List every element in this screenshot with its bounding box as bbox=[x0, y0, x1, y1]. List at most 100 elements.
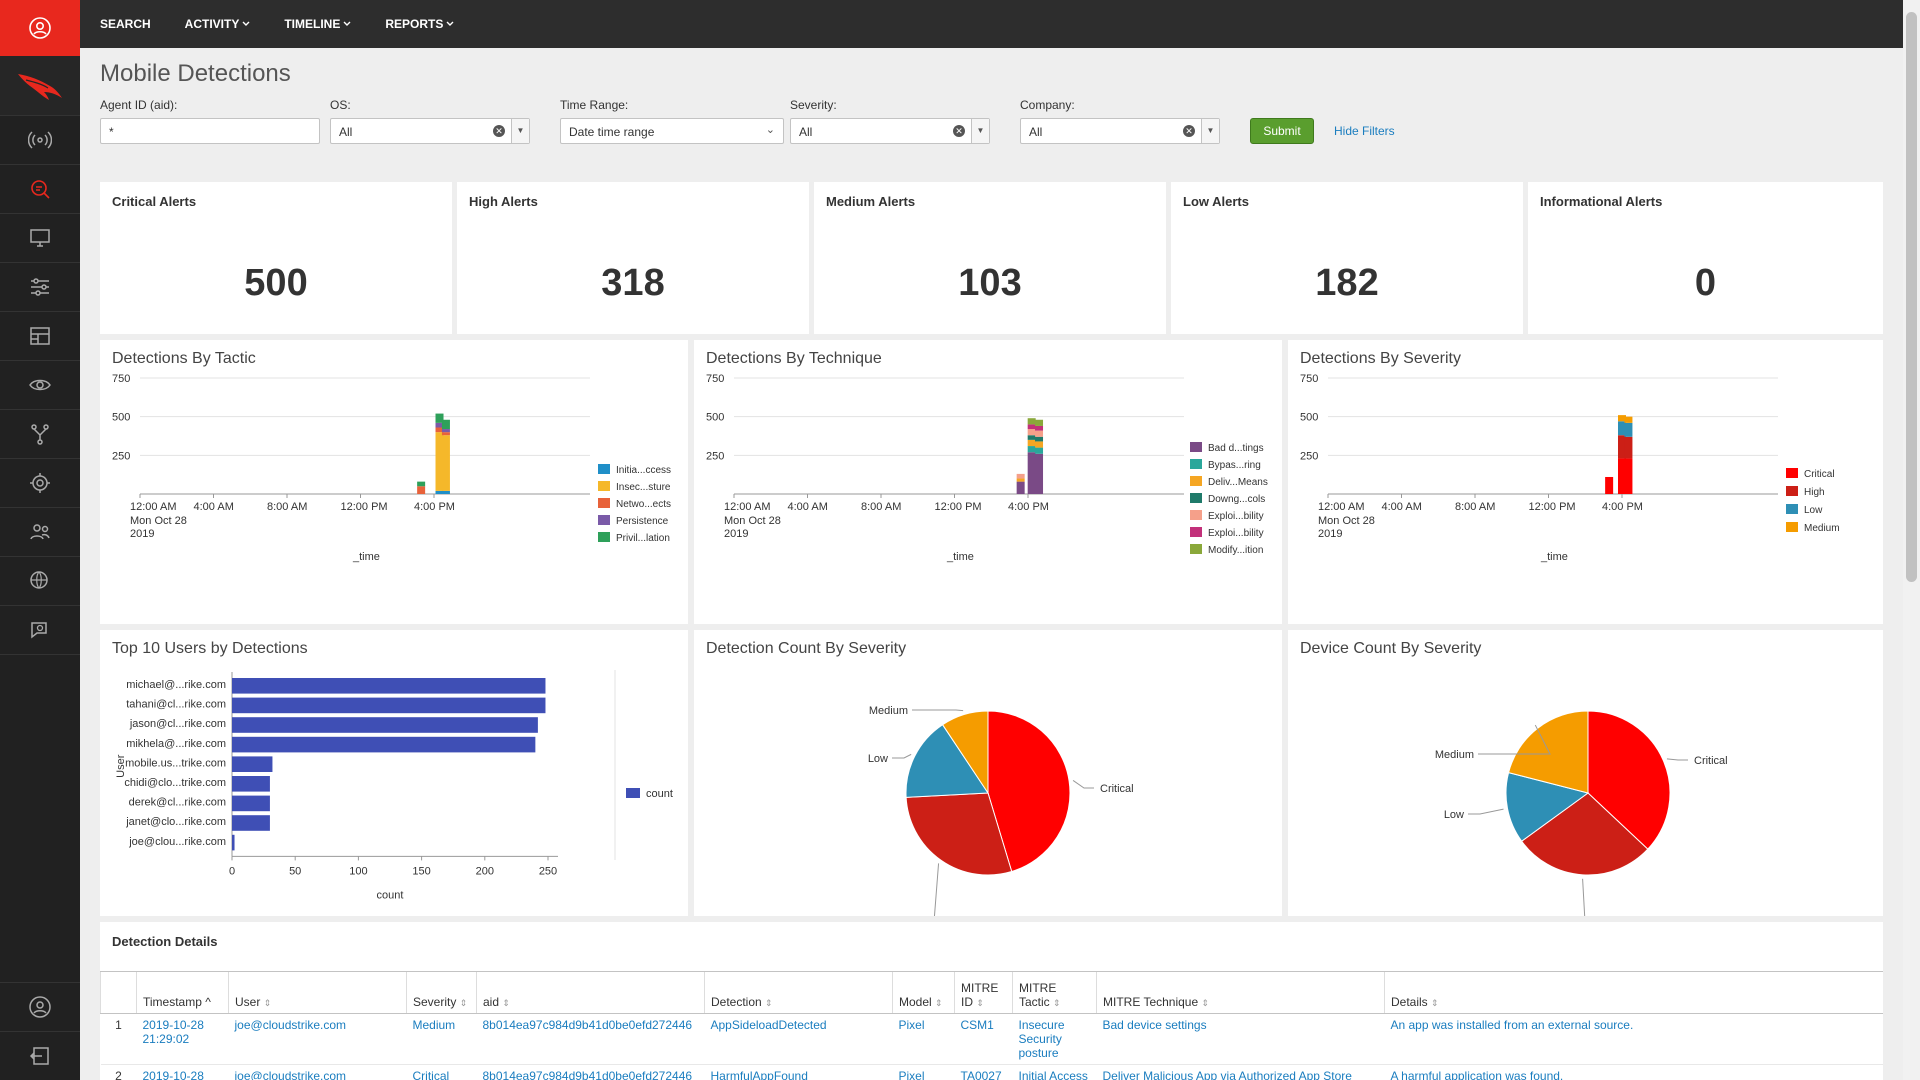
column-header-detection[interactable]: Detection ⇕ bbox=[704, 971, 893, 1014]
x-tick-label: 50 bbox=[289, 865, 301, 877]
cell-model[interactable]: Pixel bbox=[892, 1013, 955, 1065]
cell-mitre-tactic[interactable]: Initial Access bbox=[1012, 1064, 1097, 1080]
legend-swatch bbox=[1786, 522, 1798, 532]
legend-swatch bbox=[598, 464, 610, 474]
topnav-search[interactable]: SEARCH bbox=[100, 17, 151, 31]
cell-model[interactable]: Pixel bbox=[892, 1064, 955, 1080]
chat-search-icon bbox=[31, 622, 47, 639]
cell-timestamp[interactable]: 2019-10-28 bbox=[136, 1064, 229, 1080]
pie-label: Critical bbox=[1694, 755, 1728, 767]
user-avatar-button[interactable] bbox=[0, 0, 80, 56]
sort-icon: ⇕ bbox=[502, 998, 510, 1008]
nav-spotlight[interactable] bbox=[0, 361, 80, 410]
stacked-bar-segment bbox=[1035, 453, 1044, 494]
stacked-bar-segment bbox=[441, 432, 450, 436]
cell-detection[interactable]: AppSideloadDetected bbox=[704, 1013, 893, 1065]
cell-user[interactable]: joe@cloudstrike.com bbox=[228, 1013, 407, 1065]
cell-mitre-id[interactable]: CSM1 bbox=[954, 1013, 1013, 1065]
dropdown-caret-icon[interactable]: ▼ bbox=[971, 119, 989, 143]
kpi-value[interactable]: 500 bbox=[244, 262, 308, 304]
nav-dashboards[interactable] bbox=[0, 312, 80, 361]
users-chart-panel: Top 10 Users by Detections michael@...ri… bbox=[100, 630, 688, 916]
topnav-timeline[interactable]: TIMELINE bbox=[284, 17, 351, 31]
legend-label: count bbox=[646, 788, 673, 800]
kpi-value[interactable]: 318 bbox=[601, 262, 665, 304]
os-select[interactable]: All ✕ ▼ bbox=[330, 118, 530, 144]
cell-severity[interactable]: Critical bbox=[406, 1064, 477, 1080]
column-header-aid[interactable]: aid ⇕ bbox=[476, 971, 705, 1014]
dropdown-caret-icon[interactable]: ▼ bbox=[1201, 119, 1219, 143]
nav-configuration[interactable] bbox=[0, 263, 80, 312]
cell-user[interactable]: joe@cloudstrike.com bbox=[228, 1064, 407, 1080]
agent-id-input[interactable]: * bbox=[100, 118, 320, 144]
device-count-pie-panel: Device Count By Severity CriticalHighLow… bbox=[1288, 630, 1883, 916]
cell-details[interactable]: An app was installed from an external so… bbox=[1384, 1013, 1883, 1065]
cell-mitre-technique[interactable]: Bad device settings bbox=[1096, 1013, 1385, 1065]
company-select[interactable]: All ✕ ▼ bbox=[1020, 118, 1220, 144]
nav-collapse[interactable] bbox=[0, 1031, 80, 1080]
kpi-informational-panel: Informational Alerts 0 bbox=[1528, 182, 1883, 334]
column-header-mitre-technique[interactable]: MITRE Technique ⇕ bbox=[1096, 971, 1385, 1014]
nav-threat-intel[interactable] bbox=[0, 459, 80, 508]
cell-severity[interactable]: Medium bbox=[406, 1013, 477, 1065]
brand-logo[interactable] bbox=[0, 56, 80, 116]
nav-discover[interactable] bbox=[0, 557, 80, 606]
kpi-value[interactable]: 0 bbox=[1694, 262, 1717, 304]
time-range-select[interactable]: Date time range ⌄ bbox=[560, 118, 784, 144]
y-tick-label: 250 bbox=[1300, 450, 1318, 462]
x-tick-label: 8:00 AM bbox=[861, 501, 901, 513]
column-header-user[interactable]: User ⇕ bbox=[228, 971, 407, 1014]
cell-timestamp[interactable]: 2019-10-28 21:29:02 bbox=[136, 1013, 229, 1065]
legend-swatch bbox=[1786, 504, 1798, 514]
cell-aid[interactable]: 8b014ea97c984d9b41d0be0efd272446 bbox=[476, 1013, 705, 1065]
topnav-activity-label: ACTIVITY bbox=[184, 17, 240, 31]
scrollbar-thumb[interactable] bbox=[1906, 12, 1917, 582]
cell-details[interactable]: A harmful application was found. bbox=[1384, 1064, 1883, 1080]
clear-icon[interactable]: ✕ bbox=[493, 125, 505, 137]
nav-broadcast[interactable] bbox=[0, 116, 80, 165]
kpi-value[interactable]: 103 bbox=[958, 262, 1022, 304]
nav-users[interactable] bbox=[0, 508, 80, 557]
column-header-severity[interactable]: Severity ⇕ bbox=[406, 971, 477, 1014]
y-tick-label: 250 bbox=[706, 450, 724, 462]
column-header-mitre-tactic[interactable]: MITRE Tactic ⇕ bbox=[1012, 971, 1097, 1014]
leader-line bbox=[912, 709, 964, 712]
nav-investigate[interactable] bbox=[0, 165, 80, 214]
topnav-activity[interactable]: ACTIVITY bbox=[185, 17, 251, 31]
dropdown-caret-icon[interactable]: ▼ bbox=[511, 119, 529, 143]
submit-button[interactable]: Submit bbox=[1250, 118, 1314, 144]
cell-mitre-technique[interactable]: Deliver Malicious App via Authorized App… bbox=[1096, 1064, 1385, 1080]
column-header-mitre-id[interactable]: MITRE ID ⇕ bbox=[954, 971, 1013, 1014]
page-scrollbar[interactable] bbox=[1903, 0, 1920, 1080]
nav-account[interactable] bbox=[0, 982, 80, 1031]
clear-icon[interactable]: ✕ bbox=[953, 125, 965, 137]
cell-mitre-tactic[interactable]: Insecure Security posture bbox=[1012, 1013, 1097, 1065]
clear-icon[interactable]: ✕ bbox=[1183, 125, 1195, 137]
column-header-details[interactable]: Details ⇕ bbox=[1384, 971, 1883, 1014]
nav-hosts[interactable] bbox=[0, 214, 80, 263]
filter-severity: Severity: All ✕ ▼ bbox=[790, 98, 990, 144]
column-header-timestamp[interactable]: Timestamp ^ bbox=[136, 971, 229, 1014]
severity-select[interactable]: All ✕ ▼ bbox=[790, 118, 990, 144]
legend-swatch bbox=[1190, 527, 1202, 537]
collapse-sidebar-icon bbox=[29, 1047, 49, 1065]
kpi-value[interactable]: 182 bbox=[1315, 262, 1379, 304]
os-value: All bbox=[339, 125, 353, 139]
topnav-reports[interactable]: REPORTS bbox=[385, 17, 454, 31]
legend-swatch bbox=[598, 481, 610, 491]
y-tick-label: chidi@clo...trike.com bbox=[124, 777, 226, 789]
detection-details-table: Timestamp ^ User ⇕ Severity ⇕ aid ⇕ Dete… bbox=[100, 971, 1883, 1080]
legend-swatch bbox=[1786, 468, 1798, 478]
y-tick-label: jason@cl...rike.com bbox=[129, 718, 226, 730]
nav-support[interactable] bbox=[0, 606, 80, 655]
stacked-bar-segment bbox=[441, 419, 450, 430]
nav-workflows[interactable] bbox=[0, 410, 80, 459]
cell-aid[interactable]: 8b014ea97c984d9b41d0be0efd272446 bbox=[476, 1064, 705, 1080]
x-tick-label: 150 bbox=[412, 865, 430, 877]
hide-filters-link[interactable]: Hide Filters bbox=[1334, 124, 1395, 138]
cell-mitre-id[interactable]: TA0027 bbox=[954, 1064, 1013, 1080]
cell-detection[interactable]: HarmfulAppFound bbox=[704, 1064, 893, 1080]
column-header-model[interactable]: Model ⇕ bbox=[892, 971, 955, 1014]
y-tick-label: 500 bbox=[1300, 412, 1318, 424]
